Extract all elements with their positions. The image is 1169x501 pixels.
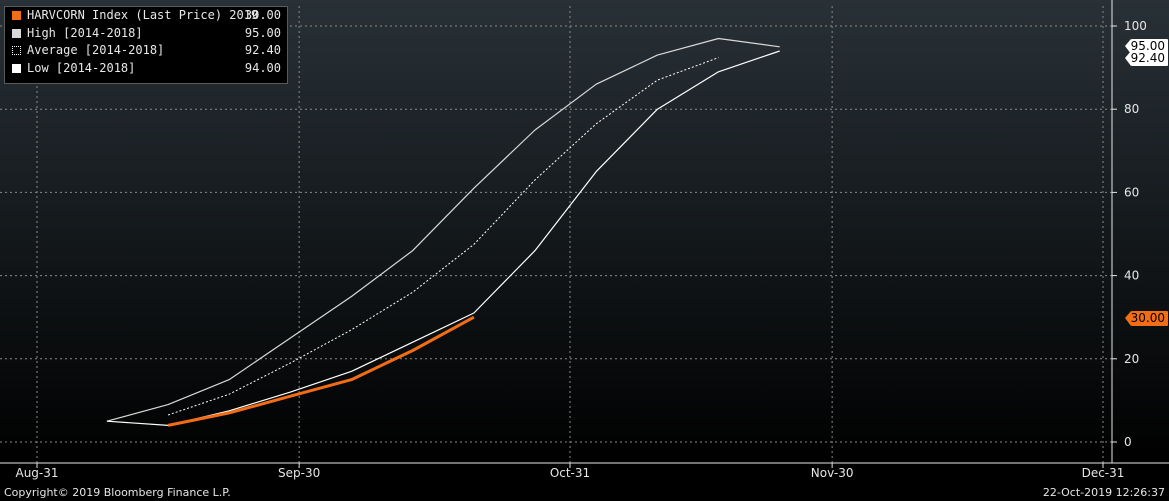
y-tick-label: 0 [1124,435,1132,449]
legend-value: 92.40 [244,43,281,57]
timestamp-text: 22-Oct-2019 12:26:37 [1042,486,1165,499]
legend-row-low: Low [2014-2018] 94.00 [5,60,287,78]
legend-swatch [12,63,21,73]
legend-row-average: Average [2014-2018] 92.40 [5,42,287,60]
axis-value-label: 30.00 [1131,311,1165,325]
axis-value-pointer [1125,311,1131,326]
series-line-high [106,37,780,422]
series-line-average [167,57,719,416]
y-tick-label: 60 [1124,185,1139,199]
legend-label: HARVCORN Index (Last Price) 2019 [27,8,259,22]
axis-value-pointer [1125,51,1131,66]
x-tick-label: Sep-30 [278,466,320,480]
legend-value: 95.00 [244,25,281,40]
x-tick-label: Aug-31 [15,466,58,480]
legend-label: Average [2014-2018] [27,43,165,57]
copyright-text: Copyright© 2019 Bloomberg Finance L.P. [4,486,231,499]
x-tick-label: Oct-31 [550,466,590,480]
y-tick-label: 20 [1124,352,1139,366]
legend-swatch [12,46,21,55]
chart-legend: HARVCORN Index (Last Price) 2019 30.00 H… [4,6,288,84]
axis-value-label: 92.40 [1131,51,1165,65]
x-tick-label: Nov-30 [811,466,854,480]
series-line-harvcorn [167,315,475,427]
axis-value-label: 95.00 [1131,39,1165,53]
legend-label: High [2014-2018] [27,25,143,40]
legend-label: Low [2014-2018] [27,60,136,75]
legend-value: 30.00 [244,8,281,22]
axis-value-pointer [1125,39,1131,54]
axis-value-box [1131,39,1168,54]
legend-row-high: High [2014-2018] 95.00 [5,25,287,43]
y-tick-label: 100 [1124,19,1147,33]
legend-value: 94.00 [244,60,281,75]
legend-swatch [12,11,21,20]
x-tick-label: Dec-31 [1082,466,1125,480]
series-line-low [106,50,780,426]
legend-row-harvcorn: HARVCORN Index (Last Price) 2019 30.00 [5,7,287,25]
y-tick-label: 80 [1124,102,1139,116]
y-tick-label: 40 [1124,269,1139,283]
legend-swatch [12,28,21,38]
axis-value-box [1131,51,1168,66]
axis-value-box [1131,311,1168,326]
